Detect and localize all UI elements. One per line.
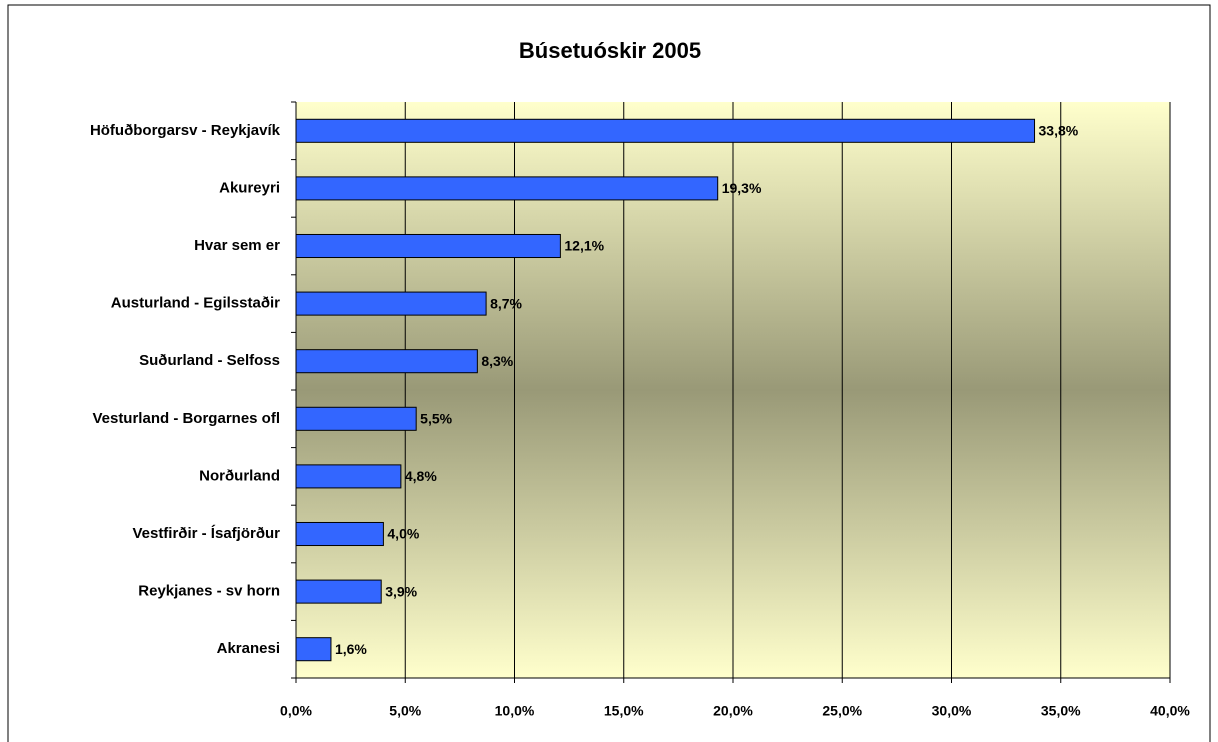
y-tick-label: Austurland - Egilsstaðir (111, 295, 280, 312)
x-tick-label: 15,0% (604, 703, 644, 719)
y-tick-label: Hvar sem er (194, 237, 280, 254)
data-label: 8,3% (481, 353, 513, 369)
data-label: 4,8% (405, 468, 437, 484)
x-tick-label: 10,0% (495, 703, 535, 719)
data-label: 19,3% (722, 180, 762, 196)
chart-title: Búsetuóskir 2005 (519, 38, 701, 63)
y-tick-label: Vestfirðir - Ísafjörður (132, 525, 280, 542)
y-tick-label: Reykjanes - sv horn (138, 583, 280, 600)
x-tick-label: 30,0% (932, 703, 972, 719)
bar (295, 521, 384, 547)
x-tick-label: 40,0% (1150, 703, 1190, 719)
data-label: 3,9% (385, 583, 417, 599)
data-label: 4,0% (387, 526, 419, 542)
y-tick-label: Norðurland (199, 467, 280, 484)
y-tick-label: Höfuðborgarsv - Reykjavík (90, 122, 281, 139)
bar (295, 464, 402, 489)
x-tick-label: 35,0% (1041, 703, 1081, 719)
data-label: 8,7% (490, 295, 522, 311)
y-tick-label: Vesturland - Borgarnes ofl (92, 410, 280, 427)
y-tick-label: Akureyri (219, 179, 280, 196)
x-tick-label: 0,0% (280, 703, 312, 719)
bar (295, 349, 478, 374)
bar (295, 637, 332, 662)
data-label: 12,1% (564, 238, 604, 254)
y-tick-label: Suðurland - Selfoss (139, 352, 280, 369)
data-label: 33,8% (1039, 123, 1079, 139)
data-label: 5,5% (420, 411, 452, 427)
bar (295, 579, 382, 604)
x-tick-label: 5,0% (389, 703, 421, 719)
data-label: 1,6% (335, 641, 367, 657)
bar (295, 291, 487, 316)
bar (295, 406, 417, 431)
x-tick-label: 25,0% (822, 703, 862, 719)
bar (295, 176, 719, 201)
bar (295, 118, 1036, 143)
x-tick-label: 20,0% (713, 703, 753, 719)
y-tick-label: Akranesi (217, 640, 280, 657)
bar (295, 233, 561, 259)
